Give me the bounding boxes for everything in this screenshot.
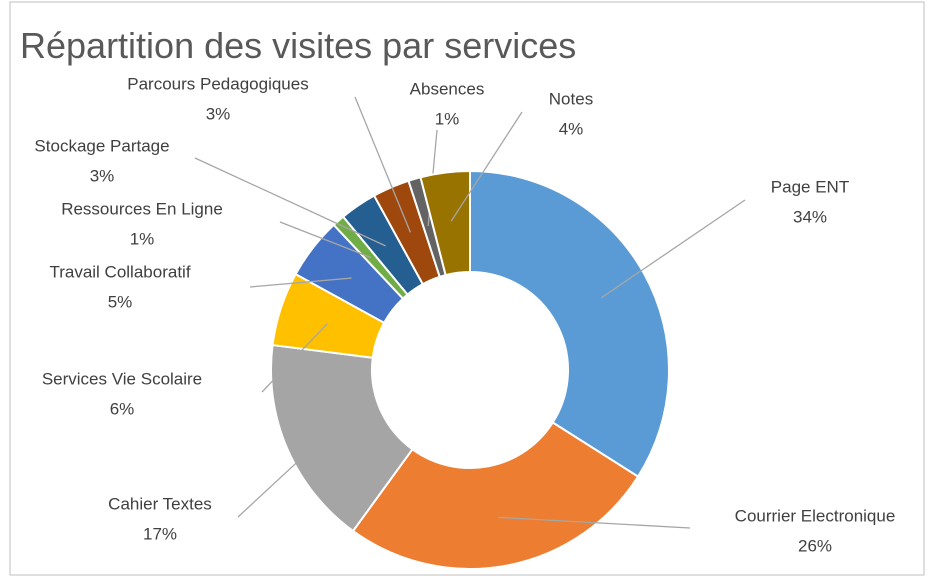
slice-label: Notes	[549, 89, 593, 108]
leader-line	[601, 199, 746, 299]
leader-line	[261, 323, 328, 393]
slice-value-label: 4%	[559, 119, 584, 138]
slice-label: Stockage Partage	[34, 136, 169, 155]
leader-line	[237, 429, 333, 518]
slice	[469, 169, 670, 479]
slice-label: Absences	[410, 79, 485, 98]
chart-title: Répartition des visites par services	[20, 25, 576, 66]
slice-label: Travail Collaboratif	[49, 262, 190, 281]
slice-label: Page ENT	[771, 177, 849, 196]
leader-line	[249, 277, 352, 288]
slice-label: Ressources En Ligne	[61, 199, 223, 218]
slice-label: Parcours Pedagogiques	[127, 74, 308, 93]
slice-value-label: 6%	[110, 399, 135, 418]
leader-line	[450, 111, 523, 222]
slice-value-label: 1%	[435, 109, 460, 128]
slice-label: Cahier Textes	[108, 494, 212, 513]
leader-line	[194, 157, 386, 247]
slice	[419, 169, 471, 277]
slice-value-label: 5%	[108, 292, 133, 311]
slice-label: Courrier Electronique	[735, 506, 896, 525]
slice-value-label: 3%	[90, 166, 115, 185]
slice-value-label: 34%	[793, 207, 827, 226]
slice-value-label: 3%	[206, 104, 231, 123]
slice	[351, 421, 640, 570]
leader-line	[498, 516, 691, 529]
leader-line	[279, 221, 372, 259]
slice	[270, 343, 414, 533]
slice-value-label: 1%	[130, 229, 155, 248]
slice-label: Services Vie Scolaire	[42, 369, 202, 388]
slice-value-label: 17%	[143, 524, 177, 543]
slice-value-label: 26%	[798, 536, 832, 555]
leader-line	[354, 96, 412, 233]
